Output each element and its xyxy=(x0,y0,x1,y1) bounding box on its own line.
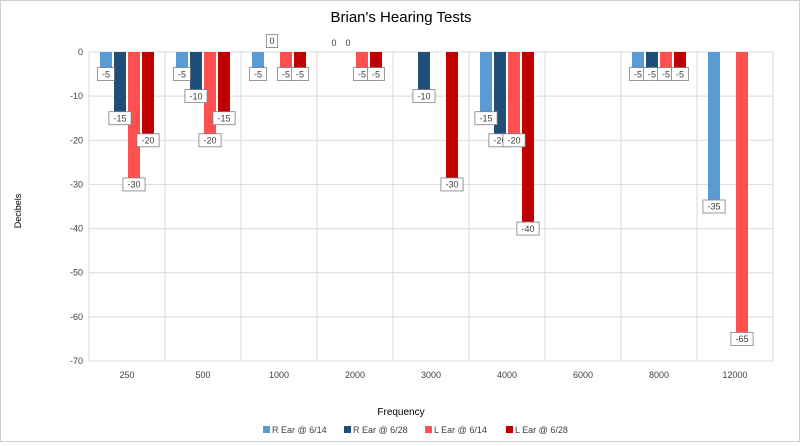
bar xyxy=(128,52,140,185)
data-label-box xyxy=(108,111,132,126)
x-axis-title: Frequency xyxy=(377,407,424,418)
bar xyxy=(418,52,430,97)
data-label: -5 xyxy=(648,69,656,79)
y-tick-label: -50 xyxy=(70,268,83,278)
chart-title: Brian's Hearing Tests xyxy=(331,9,472,26)
x-tick-label: 12000 xyxy=(722,370,747,380)
data-label-box xyxy=(136,133,160,148)
data-label-box xyxy=(440,177,464,192)
data-label: -5 xyxy=(178,69,186,79)
x-tick-label: 2000 xyxy=(345,370,365,380)
data-label-box xyxy=(367,67,385,81)
bar xyxy=(218,52,230,119)
y-tick-label: -30 xyxy=(70,179,83,189)
data-label: -5 xyxy=(662,69,670,79)
data-label: -10 xyxy=(189,91,202,101)
data-label-box xyxy=(474,111,498,126)
data-label: -5 xyxy=(372,69,380,79)
y-axis-title: Decibels xyxy=(13,193,23,228)
x-tick-label: 8000 xyxy=(649,370,669,380)
data-label: 0 xyxy=(345,38,350,48)
data-label-box xyxy=(502,133,526,148)
bar xyxy=(114,52,126,119)
legend-entry: R Ear @ 6/28 xyxy=(353,425,408,435)
data-label: -15 xyxy=(479,113,492,123)
y-tick-label: -60 xyxy=(70,312,83,322)
data-label: -20 xyxy=(203,135,216,145)
data-label: -20 xyxy=(493,135,506,145)
data-label-box xyxy=(702,199,726,214)
y-tick-label: 0 xyxy=(78,47,83,57)
bar xyxy=(508,52,520,141)
data-label: 0 xyxy=(331,38,336,48)
bar xyxy=(142,52,154,141)
data-label-box xyxy=(97,67,115,81)
data-label: -35 xyxy=(707,202,720,212)
data-label: -5 xyxy=(676,69,684,79)
data-label: 0 xyxy=(269,36,274,46)
data-label-box xyxy=(671,67,689,81)
y-tick-label: -40 xyxy=(70,224,83,234)
legend-entry: L Ear @ 6/14 xyxy=(434,425,487,435)
x-tick-label: 500 xyxy=(195,370,210,380)
data-label-box xyxy=(212,111,236,126)
data-label: -15 xyxy=(217,113,230,123)
data-label: -30 xyxy=(127,180,140,190)
legend-swatch xyxy=(344,426,351,433)
data-label: -5 xyxy=(282,69,290,79)
data-label: -40 xyxy=(521,224,534,234)
data-label-box xyxy=(516,221,540,236)
data-label: -5 xyxy=(634,69,642,79)
data-label: -65 xyxy=(735,334,748,344)
data-label-box xyxy=(412,89,436,104)
data-label: -30 xyxy=(445,180,458,190)
bar xyxy=(480,52,492,119)
legend-entry: R Ear @ 6/14 xyxy=(272,425,327,435)
data-label-box xyxy=(122,177,146,192)
x-tick-label: 6000 xyxy=(573,370,593,380)
x-tick-label: 4000 xyxy=(497,370,517,380)
legend-swatch xyxy=(506,426,513,433)
x-tick-label: 1000 xyxy=(269,370,289,380)
y-tick-label: -10 xyxy=(70,91,83,101)
bar xyxy=(708,52,720,207)
bar xyxy=(736,52,748,339)
legend: R Ear @ 6/14 R Ear @ 6/28 L Ear @ 6/14 L Ea… xyxy=(263,425,568,435)
legend-swatch xyxy=(263,426,270,433)
data-label: -5 xyxy=(254,69,262,79)
data-label: -15 xyxy=(113,113,126,123)
x-tick-label: 3000 xyxy=(421,370,441,380)
axis-tick-labels: 0 -10 -20 -30 -40 -50 -60 -70 250 500 1000 2000 3000… xyxy=(70,47,748,380)
data-label-box xyxy=(184,89,208,104)
bar xyxy=(190,52,202,97)
y-tick-label: -20 xyxy=(70,135,83,145)
data-label-box xyxy=(173,67,191,81)
bar xyxy=(522,52,534,229)
bar xyxy=(494,52,506,141)
y-tick-label: -70 xyxy=(70,356,83,366)
bar xyxy=(446,52,458,185)
legend-swatch xyxy=(425,426,432,433)
legend-entry: L Ear @ 6/28 xyxy=(515,425,568,435)
data-label-box xyxy=(265,34,279,48)
data-label: -20 xyxy=(141,135,154,145)
data-label: -5 xyxy=(358,69,366,79)
x-tick-label: 250 xyxy=(119,370,134,380)
data-labels: -5-15-30-20-5-10-20-15-50-5 -50 0-5 -5-10-3… xyxy=(97,34,754,346)
data-label: -5 xyxy=(102,69,110,79)
data-label-box xyxy=(249,67,267,81)
data-label: -5 xyxy=(296,69,304,79)
data-label-box xyxy=(730,332,754,346)
data-label-box xyxy=(291,67,309,81)
data-label: -10 xyxy=(417,91,430,101)
data-label: -20 xyxy=(507,135,520,145)
data-label-box xyxy=(198,133,222,148)
gridlines xyxy=(88,51,774,362)
